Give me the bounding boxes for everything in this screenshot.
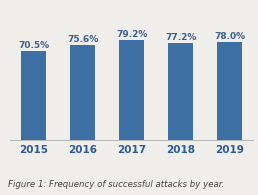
Text: Figure 1: Frequency of successful attacks by year.: Figure 1: Frequency of successful attack… [8, 180, 224, 189]
Bar [70, 45, 95, 140]
Text: 78.0%: 78.0% [214, 32, 245, 41]
Bar [217, 42, 242, 140]
Bar [119, 40, 144, 140]
Bar [168, 43, 193, 140]
Text: 79.2%: 79.2% [116, 30, 147, 39]
Text: 75.6%: 75.6% [67, 35, 98, 43]
Text: 70.5%: 70.5% [18, 41, 49, 50]
Text: 77.2%: 77.2% [165, 33, 196, 42]
Bar [21, 51, 46, 140]
